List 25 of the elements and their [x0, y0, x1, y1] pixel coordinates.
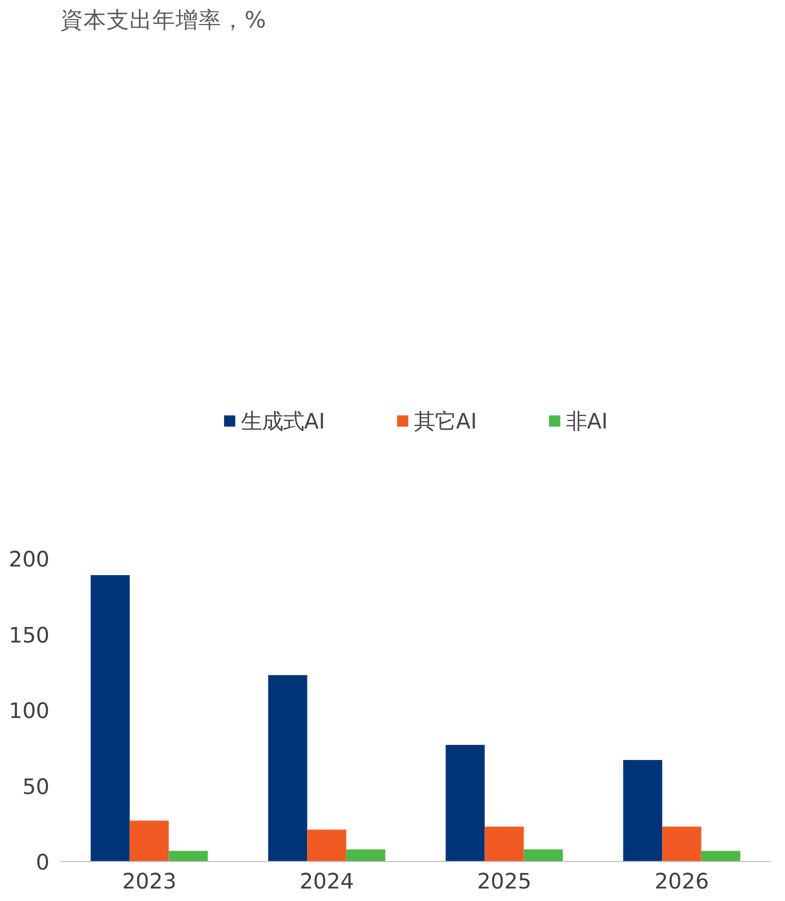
- x-tick-label: 2024: [300, 870, 354, 894]
- bar: [446, 744, 485, 862]
- bar: [307, 830, 346, 862]
- bar: [524, 849, 563, 862]
- bar: [484, 826, 524, 862]
- legend-label: 其它AI: [414, 408, 477, 436]
- x-tick-label: 2025: [477, 870, 532, 894]
- bar: [268, 675, 308, 862]
- bar: [623, 760, 662, 862]
- x-tick-label: 2023: [122, 870, 176, 894]
- y-tick-label: 150: [8, 623, 50, 648]
- bar: [168, 850, 208, 862]
- legend-label: 非AI: [566, 408, 608, 436]
- x-tick-label: 2026: [654, 870, 709, 894]
- y-tick-label: 0: [36, 850, 50, 876]
- y-tick-label: 200: [8, 548, 50, 572]
- bar: [346, 849, 386, 862]
- legend-label: 生成式AI: [241, 408, 326, 436]
- bar: [130, 820, 169, 862]
- y-tick-label: 50: [22, 774, 50, 800]
- chart-title: 資本支出年增率，%: [60, 8, 266, 34]
- bar: [662, 826, 702, 862]
- bar: [701, 850, 740, 862]
- y-tick-label: 100: [8, 699, 50, 724]
- bar: [90, 575, 130, 862]
